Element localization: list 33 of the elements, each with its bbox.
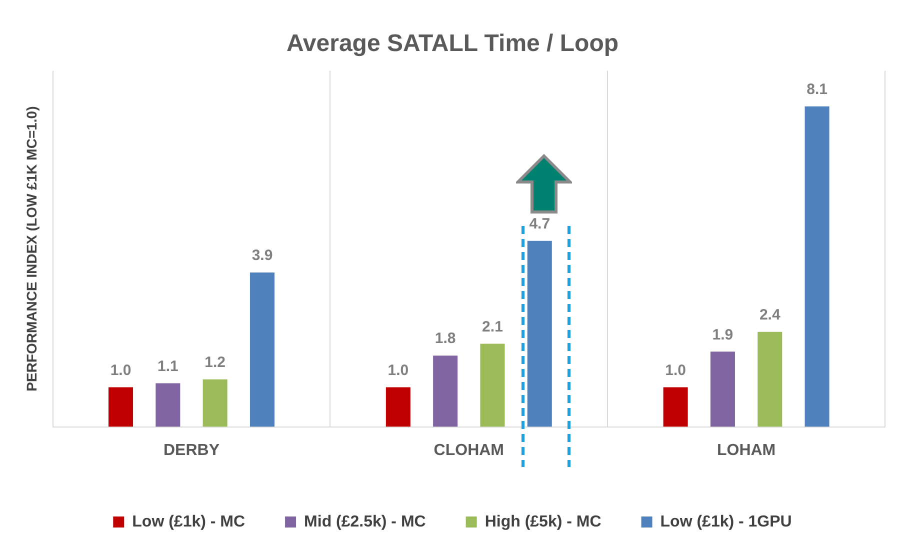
data-label: 1.0: [665, 362, 686, 379]
bar: [156, 383, 180, 427]
data-label: 1.9: [712, 326, 734, 344]
legend-label: Mid (£2.5k) - MC: [304, 513, 426, 530]
bar: [527, 240, 552, 427]
bar: [663, 387, 688, 427]
bar: [386, 387, 410, 427]
data-label: 1.0: [388, 362, 409, 379]
bar: [710, 352, 735, 427]
data-label: 1.1: [157, 358, 178, 375]
x-tick-label: CLOHAM: [434, 442, 504, 459]
data-label: 8.1: [806, 81, 828, 98]
x-tick-label: DERBY: [163, 442, 220, 459]
bar: [758, 332, 782, 427]
data-label: 1.8: [434, 330, 456, 348]
data-label: 3.9: [252, 247, 273, 264]
bar: [108, 387, 134, 427]
bar: [433, 356, 458, 427]
data-label: 1.0: [110, 362, 132, 379]
data-label: 2.4: [759, 306, 781, 324]
data-label: 2.1: [482, 318, 503, 336]
bar: [202, 379, 228, 427]
legend-label: Low (£1k) - MC: [132, 513, 246, 530]
data-label: 1.2: [204, 354, 226, 371]
data-label: 4.7: [529, 216, 550, 233]
y-axis-title: PERFORMANCE INDEX (LOW £1K MC=1.0): [23, 106, 40, 392]
bar: [804, 106, 830, 427]
bar: [250, 272, 274, 427]
bar: [480, 344, 505, 427]
legend-label: High (£5k) - MC: [484, 513, 602, 530]
chart-title: Average SATALL Time / Loop: [286, 30, 619, 58]
legend-label: Low (£1k) - 1GPU: [660, 513, 792, 530]
x-tick-label: LOHAM: [716, 442, 776, 459]
